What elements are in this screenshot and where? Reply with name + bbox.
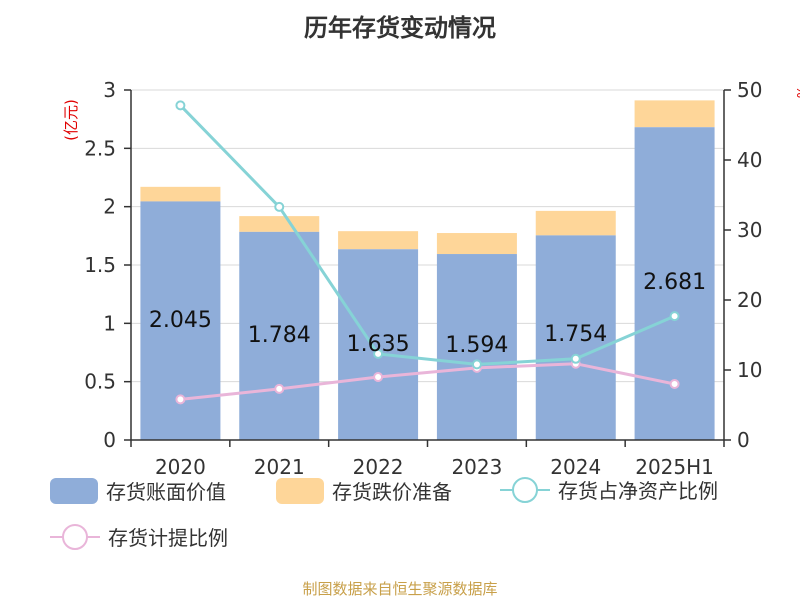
x-tick-label: 2023: [451, 455, 502, 479]
bar-data-label: 1.754: [544, 322, 607, 347]
provision-ratio-point: [373, 372, 384, 382]
y-left-tick-label: 2: [103, 195, 116, 219]
bar-data-label: 1.784: [248, 323, 311, 348]
legend-marker-net-asset-ratio: [500, 476, 550, 504]
legend-label-provision: 存货跌价准备: [332, 480, 452, 504]
y-left-tick-label: 0: [103, 428, 116, 452]
provision-ratio-point: [274, 383, 285, 394]
bar-data-label: 1.635: [347, 332, 410, 357]
net-asset-ratio-point: [570, 353, 581, 364]
bar-provision: [535, 210, 616, 236]
legend-item-provision-ratio[interactable]: 存货计提比例: [50, 522, 228, 551]
y-right-axis-label: %: [793, 86, 800, 98]
bar-data-label: 2.045: [149, 308, 212, 333]
x-tick-label: 2020: [155, 455, 206, 479]
x-tick-label: 2021: [254, 455, 305, 479]
legend-item-net-asset-ratio[interactable]: 存货占净资产比例: [500, 475, 718, 504]
legend-marker-provision-ratio: [50, 523, 100, 551]
y-left-tick-label: 1.5: [84, 253, 116, 277]
y-left-axis-label: (亿元): [62, 99, 80, 141]
provision-ratio-point: [669, 379, 680, 389]
bar-provision: [338, 231, 419, 250]
net-asset-ratio-point: [274, 201, 285, 212]
net-asset-ratio-point: [373, 348, 384, 359]
net-asset-ratio-line: [179, 104, 676, 366]
legend-swatch-provision: [276, 477, 324, 504]
y-left-tick-label: 2.5: [84, 136, 116, 160]
legend-item-book-value[interactable]: 存货账面价值: [50, 476, 226, 505]
y-left-tick-label: 0.5: [84, 370, 116, 394]
bar-book-value: [338, 249, 419, 440]
y-right-tick-label: 40: [737, 148, 762, 172]
legend-label-book-value: 存货账面价值: [106, 480, 226, 504]
legend-item-provision[interactable]: 存货跌价准备: [276, 476, 452, 505]
y-right-tick-label: 10: [737, 358, 762, 382]
bar-provision: [239, 216, 320, 232]
bar-provision: [634, 100, 715, 128]
bar-book-value: [436, 254, 517, 440]
x-tick-label: 2025H1: [635, 455, 714, 479]
bar-provision: [140, 186, 221, 202]
y-left-tick-label: 1: [103, 311, 116, 335]
legend-label-net-asset-ratio: 存货占净资产比例: [558, 479, 718, 503]
legend-label-provision-ratio: 存货计提比例: [108, 526, 228, 550]
chart-title: 历年存货变动情况: [304, 14, 496, 42]
provision-ratio-point: [175, 394, 186, 405]
bar-data-label: 2.681: [643, 270, 706, 295]
x-tick-label: 2024: [550, 455, 601, 479]
bar-data-label: 1.594: [445, 333, 508, 358]
source-note: 制图数据来自恒生聚源数据库: [302, 580, 498, 598]
y-right-tick-label: 50: [737, 78, 762, 102]
legend-swatch-book-value: [50, 477, 98, 504]
net-asset-ratio-point: [175, 100, 186, 111]
y-right-tick-label: 20: [737, 288, 762, 312]
y-right-tick-label: 0: [737, 428, 750, 452]
x-tick-label: 2022: [353, 455, 404, 479]
net-asset-ratio-point: [669, 311, 680, 322]
bar-book-value: [535, 235, 616, 440]
bar-provision: [436, 233, 517, 255]
bar-book-value: [239, 231, 320, 440]
y-right-tick-label: 30: [737, 218, 762, 242]
net-asset-ratio-point: [471, 359, 482, 370]
provision-ratio-line: [180, 362, 675, 401]
y-left-tick-label: 3: [103, 78, 116, 102]
